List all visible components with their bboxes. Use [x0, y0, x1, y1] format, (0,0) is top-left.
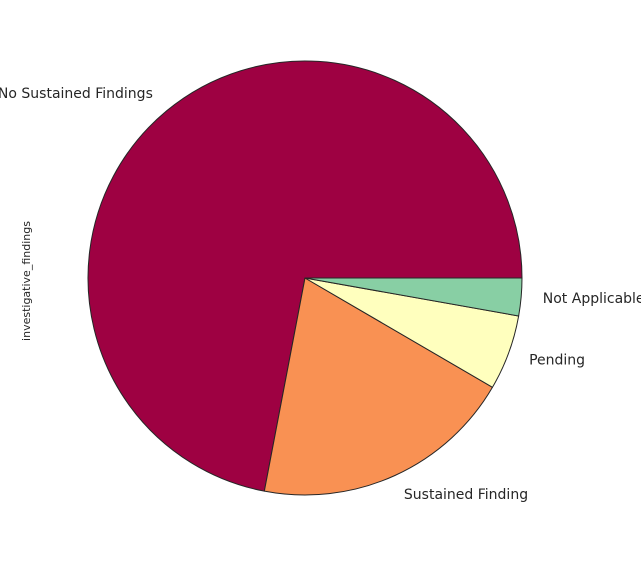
y-axis-label: investigative_findings [20, 221, 33, 341]
pie-slice-not-applicable [304, 277, 523, 317]
pie-label-not-applicable: Not Applicable [543, 291, 641, 307]
pie-slice-no-sustained-findings [87, 60, 523, 492]
pie-label-no-sustained-findings: No Sustained Findings [0, 86, 153, 102]
slices-group [87, 60, 523, 496]
pie-label-pending: Pending [529, 352, 585, 368]
pie-label-sustained-finding: Sustained Finding [404, 487, 528, 503]
labels-group: No Sustained Findings Sustained Finding Pe… [0, 86, 641, 503]
pie-slice-sustained-finding [263, 277, 493, 496]
